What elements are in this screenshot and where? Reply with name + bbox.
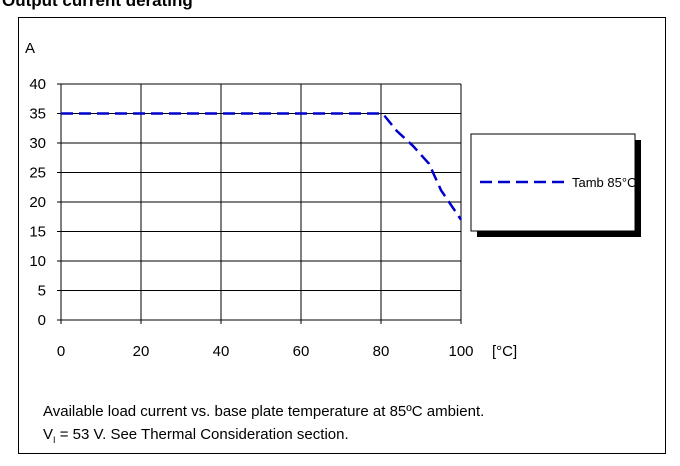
y-tick-label: 25 (29, 165, 46, 182)
x-tick-label: 40 (213, 343, 230, 360)
x-axis-unit: [°C] (492, 343, 517, 360)
x-tick-labels: 0 20 40 60 80 100 (57, 343, 474, 360)
y-tick-label: 5 (38, 283, 46, 300)
caption-line-2-rest: = 53 V. See Thermal Consideration sectio… (55, 426, 349, 443)
chart-frame (18, 17, 666, 454)
page-title: Output current derating (2, 0, 193, 10)
caption-v-symbol: V (43, 426, 54, 443)
grid (61, 83, 462, 321)
x-tick-label: 0 (57, 343, 65, 360)
y-tick-label: 30 (29, 135, 46, 152)
y-tick-label: 15 (29, 224, 46, 241)
y-tick-label: 40 (29, 76, 46, 93)
caption-v-subscript: I (53, 435, 56, 445)
y-tick-label: 35 (29, 106, 46, 123)
y-tick-labels: 0 5 10 15 20 25 30 35 40 (29, 76, 46, 329)
x-tick-label: 100 (448, 343, 473, 360)
caption-line-2: VI = 53 V. See Thermal Consideration sec… (43, 426, 349, 445)
y-tick-label: 10 (29, 253, 46, 270)
legend-label: Tamb 85°C (572, 175, 636, 190)
series-line (61, 112, 463, 221)
axes (57, 83, 462, 324)
x-tick-label: 80 (373, 343, 390, 360)
y-tick-label: 0 (38, 312, 46, 329)
x-tick-label: 60 (293, 343, 310, 360)
caption-line-1: Available load current vs. base plate te… (43, 403, 485, 420)
x-tick-label: 20 (133, 343, 150, 360)
y-axis-label: A (25, 40, 35, 57)
y-tick-label: 20 (29, 194, 46, 211)
series (61, 112, 463, 221)
